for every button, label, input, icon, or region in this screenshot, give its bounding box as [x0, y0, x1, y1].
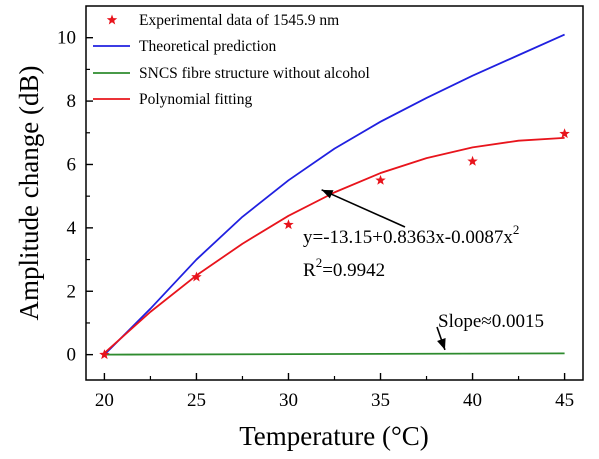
y-tick-label-0: 0	[67, 345, 77, 366]
y-tick-label-4: 4	[67, 218, 77, 239]
x-tick-label-35: 35	[371, 390, 390, 411]
y-tick-label-10: 10	[57, 28, 76, 49]
y-axis-ticks: 0 2 4 6 8 10	[57, 28, 93, 366]
data-point-star	[99, 349, 110, 360]
data-point-star	[375, 174, 386, 185]
x-tick-label-25: 25	[187, 390, 206, 411]
legend-label-experimental: Experimental data of 1545.9 nm	[139, 12, 339, 29]
series-line-1	[103, 33, 565, 356]
data-point-star	[191, 271, 202, 282]
series-layer	[99, 33, 570, 360]
r2-superscript: 2	[316, 255, 323, 270]
legend-label-sncs: SNCS fibre structure without alcohol	[139, 65, 370, 82]
annotation-slope: Slope≈0.0015	[438, 311, 544, 332]
legend-marker-star	[106, 14, 118, 25]
x-tick-label-40: 40	[463, 390, 482, 411]
y-tick-label-8: 8	[67, 91, 77, 112]
svg-text:R2=0.9942: R2=0.9942	[303, 255, 385, 281]
series-line-2	[104, 352, 565, 356]
legend-entry-experimental: Experimental data of 1545.9 nm	[106, 12, 339, 29]
r2-symbol: R	[303, 260, 316, 281]
x-axis-unit: (°C)	[382, 421, 429, 451]
equation-superscript: 2	[513, 222, 520, 237]
x-tick-label-30: 30	[279, 390, 298, 411]
x-tick-label-45: 45	[555, 390, 574, 411]
x-axis-ticks: 20 25 30 35 40 45	[95, 373, 574, 411]
y-axis-label: Amplitude change (dB)	[14, 66, 44, 321]
series-line-3	[103, 136, 565, 354]
legend-star-icon	[106, 14, 118, 25]
r2-value: =0.9942	[322, 260, 385, 281]
data-point-star	[467, 155, 478, 166]
equation-text: y=-13.15+0.8363x-0.0087x	[303, 227, 513, 248]
legend-label-polynomial: Polynomial fitting	[139, 91, 252, 108]
legend-entry-polynomial: Polynomial fitting	[93, 91, 252, 108]
x-axis-title: Temperature (°C)	[239, 421, 429, 451]
svg-text:Temperature (°C): Temperature (°C)	[239, 421, 429, 451]
y-tick-label-2: 2	[67, 281, 77, 302]
legend-label-theoretical: Theoretical prediction	[139, 38, 277, 55]
equation-arrow	[321, 189, 406, 228]
legend-entry-sncs: SNCS fibre structure without alcohol	[93, 65, 370, 82]
slope-text: Slope≈0.0015	[438, 311, 544, 332]
data-point-star	[559, 128, 570, 139]
legend: Experimental data of 1545.9 nm Theoretic…	[93, 12, 370, 108]
annotation-arrows	[321, 189, 446, 351]
y-tick-label-6: 6	[67, 154, 77, 175]
x-axis-label: Temperature	[239, 421, 375, 451]
y-axis-title: Amplitude change (dB)	[14, 66, 44, 321]
x-tick-label-20: 20	[95, 390, 114, 411]
equation-arrow-head	[321, 189, 334, 199]
data-point-star	[283, 219, 294, 230]
annotation-equation: y=-13.15+0.8363x-0.0087x2 R2=0.9942	[303, 222, 519, 281]
plot-area: 20 25 30 35 40 45 0 2 4 6 8 10	[57, 5, 584, 411]
slope-arrow-head	[437, 338, 446, 350]
svg-text:y=-13.15+0.8363x-0.0087x2: y=-13.15+0.8363x-0.0087x2	[303, 222, 519, 248]
legend-entry-theoretical: Theoretical prediction	[93, 38, 277, 55]
